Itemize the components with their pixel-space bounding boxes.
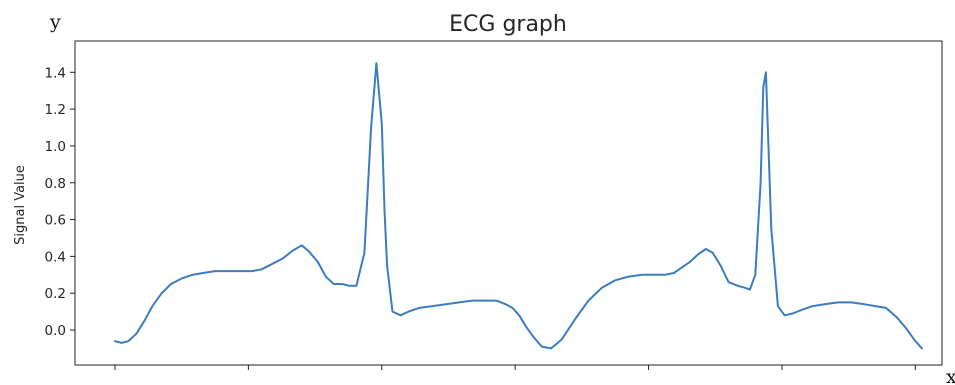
ecg-signal-line (114, 62, 923, 350)
y-tick-label: 0.4 (45, 249, 66, 265)
y-corner-label: y (49, 11, 61, 33)
chart-title: ECG graph (449, 12, 567, 37)
x-axis-ticks (114, 365, 916, 370)
y-tick-label: 0.6 (45, 213, 66, 229)
x-corner-label: x (946, 366, 955, 385)
y-tick-label: 0.8 (45, 176, 66, 192)
y-tick-label: 1.0 (45, 139, 66, 155)
y-tick-label: 0.0 (45, 323, 66, 339)
y-axis-label: Signal Value (13, 165, 28, 245)
plot-border (74, 40, 943, 366)
y-axis-ticks: 0.0 0.2 0.4 0.6 0.8 1.0 1.2 1.4 (45, 65, 75, 339)
y-tick-label: 1.2 (45, 102, 66, 118)
y-tick-label: 0.2 (45, 286, 66, 302)
y-tick-label: 1.4 (45, 65, 66, 81)
plot-area (74, 40, 943, 366)
